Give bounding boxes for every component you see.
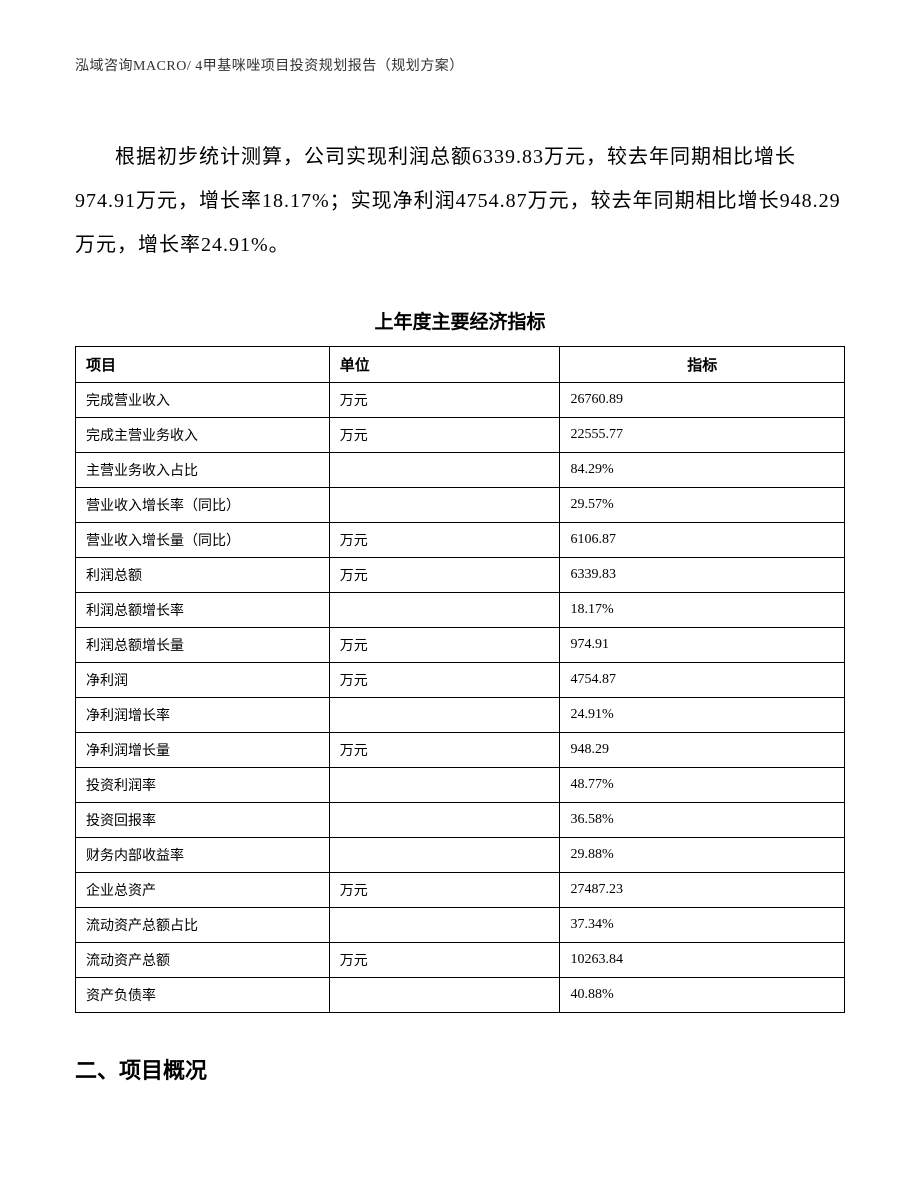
- cell-value: 27487.23: [560, 873, 845, 908]
- cell-item: 投资回报率: [76, 803, 330, 838]
- cell-value: 40.88%: [560, 978, 845, 1013]
- cell-value: 4754.87: [560, 663, 845, 698]
- cell-value: 37.34%: [560, 908, 845, 943]
- table-row: 企业总资产万元27487.23: [76, 873, 845, 908]
- table-title: 上年度主要经济指标: [75, 307, 845, 334]
- cell-item: 利润总额增长量: [76, 628, 330, 663]
- cell-item: 资产负债率: [76, 978, 330, 1013]
- cell-value: 29.88%: [560, 838, 845, 873]
- table-row: 财务内部收益率 29.88%: [76, 838, 845, 873]
- cell-value: 10263.84: [560, 943, 845, 978]
- cell-unit: 万元: [329, 558, 560, 593]
- cell-item: 营业收入增长率（同比）: [76, 488, 330, 523]
- table-row: 完成主营业务收入万元22555.77: [76, 418, 845, 453]
- cell-unit: [329, 908, 560, 943]
- cell-unit: 万元: [329, 943, 560, 978]
- cell-unit: 万元: [329, 383, 560, 418]
- table-row: 利润总额万元6339.83: [76, 558, 845, 593]
- cell-unit: 万元: [329, 873, 560, 908]
- cell-unit: 万元: [329, 733, 560, 768]
- table-row: 利润总额增长量万元974.91: [76, 628, 845, 663]
- cell-item: 主营业务收入占比: [76, 453, 330, 488]
- table-row: 流动资产总额占比 37.34%: [76, 908, 845, 943]
- table-body: 完成营业收入万元26760.89完成主营业务收入万元22555.77主营业务收入…: [76, 383, 845, 1013]
- cell-item: 净利润: [76, 663, 330, 698]
- cell-value: 84.29%: [560, 453, 845, 488]
- section-heading: 二、项目概况: [75, 1053, 845, 1085]
- summary-paragraph: 根据初步统计测算，公司实现利润总额6339.83万元，较去年同期相比增长974.…: [75, 135, 845, 267]
- table-row: 投资利润率 48.77%: [76, 768, 845, 803]
- cell-item: 净利润增长量: [76, 733, 330, 768]
- cell-unit: 万元: [329, 523, 560, 558]
- table-row: 利润总额增长率 18.17%: [76, 593, 845, 628]
- cell-value: 36.58%: [560, 803, 845, 838]
- table-row: 流动资产总额万元10263.84: [76, 943, 845, 978]
- col-header-item: 项目: [76, 347, 330, 383]
- table-row: 资产负债率 40.88%: [76, 978, 845, 1013]
- cell-item: 营业收入增长量（同比）: [76, 523, 330, 558]
- cell-value: 18.17%: [560, 593, 845, 628]
- cell-item: 流动资产总额: [76, 943, 330, 978]
- cell-item: 净利润增长率: [76, 698, 330, 733]
- cell-unit: 万元: [329, 418, 560, 453]
- cell-item: 利润总额增长率: [76, 593, 330, 628]
- cell-value: 48.77%: [560, 768, 845, 803]
- table-row: 投资回报率 36.58%: [76, 803, 845, 838]
- cell-unit: [329, 978, 560, 1013]
- cell-value: 22555.77: [560, 418, 845, 453]
- cell-unit: [329, 803, 560, 838]
- table-row: 净利润增长量万元948.29: [76, 733, 845, 768]
- table-row: 主营业务收入占比 84.29%: [76, 453, 845, 488]
- cell-value: 6106.87: [560, 523, 845, 558]
- cell-item: 完成主营业务收入: [76, 418, 330, 453]
- cell-unit: [329, 488, 560, 523]
- cell-unit: 万元: [329, 663, 560, 698]
- table-row: 净利润万元4754.87: [76, 663, 845, 698]
- table-row: 净利润增长率 24.91%: [76, 698, 845, 733]
- cell-value: 948.29: [560, 733, 845, 768]
- cell-value: 26760.89: [560, 383, 845, 418]
- cell-value: 29.57%: [560, 488, 845, 523]
- table-header-row: 项目 单位 指标: [76, 347, 845, 383]
- cell-unit: [329, 838, 560, 873]
- table-row: 营业收入增长率（同比） 29.57%: [76, 488, 845, 523]
- cell-unit: [329, 698, 560, 733]
- cell-value: 24.91%: [560, 698, 845, 733]
- cell-item: 完成营业收入: [76, 383, 330, 418]
- cell-value: 974.91: [560, 628, 845, 663]
- cell-unit: [329, 768, 560, 803]
- cell-item: 投资利润率: [76, 768, 330, 803]
- table-row: 完成营业收入万元26760.89: [76, 383, 845, 418]
- cell-unit: [329, 453, 560, 488]
- table-row: 营业收入增长量（同比）万元6106.87: [76, 523, 845, 558]
- cell-value: 6339.83: [560, 558, 845, 593]
- cell-item: 企业总资产: [76, 873, 330, 908]
- col-header-value: 指标: [560, 347, 845, 383]
- cell-unit: 万元: [329, 628, 560, 663]
- col-header-unit: 单位: [329, 347, 560, 383]
- cell-unit: [329, 593, 560, 628]
- cell-item: 流动资产总额占比: [76, 908, 330, 943]
- page-header: 泓域咨询MACRO/ 4甲基咪唑项目投资规划报告（规划方案）: [75, 55, 845, 75]
- cell-item: 利润总额: [76, 558, 330, 593]
- cell-item: 财务内部收益率: [76, 838, 330, 873]
- indicators-table: 项目 单位 指标 完成营业收入万元26760.89完成主营业务收入万元22555…: [75, 346, 845, 1013]
